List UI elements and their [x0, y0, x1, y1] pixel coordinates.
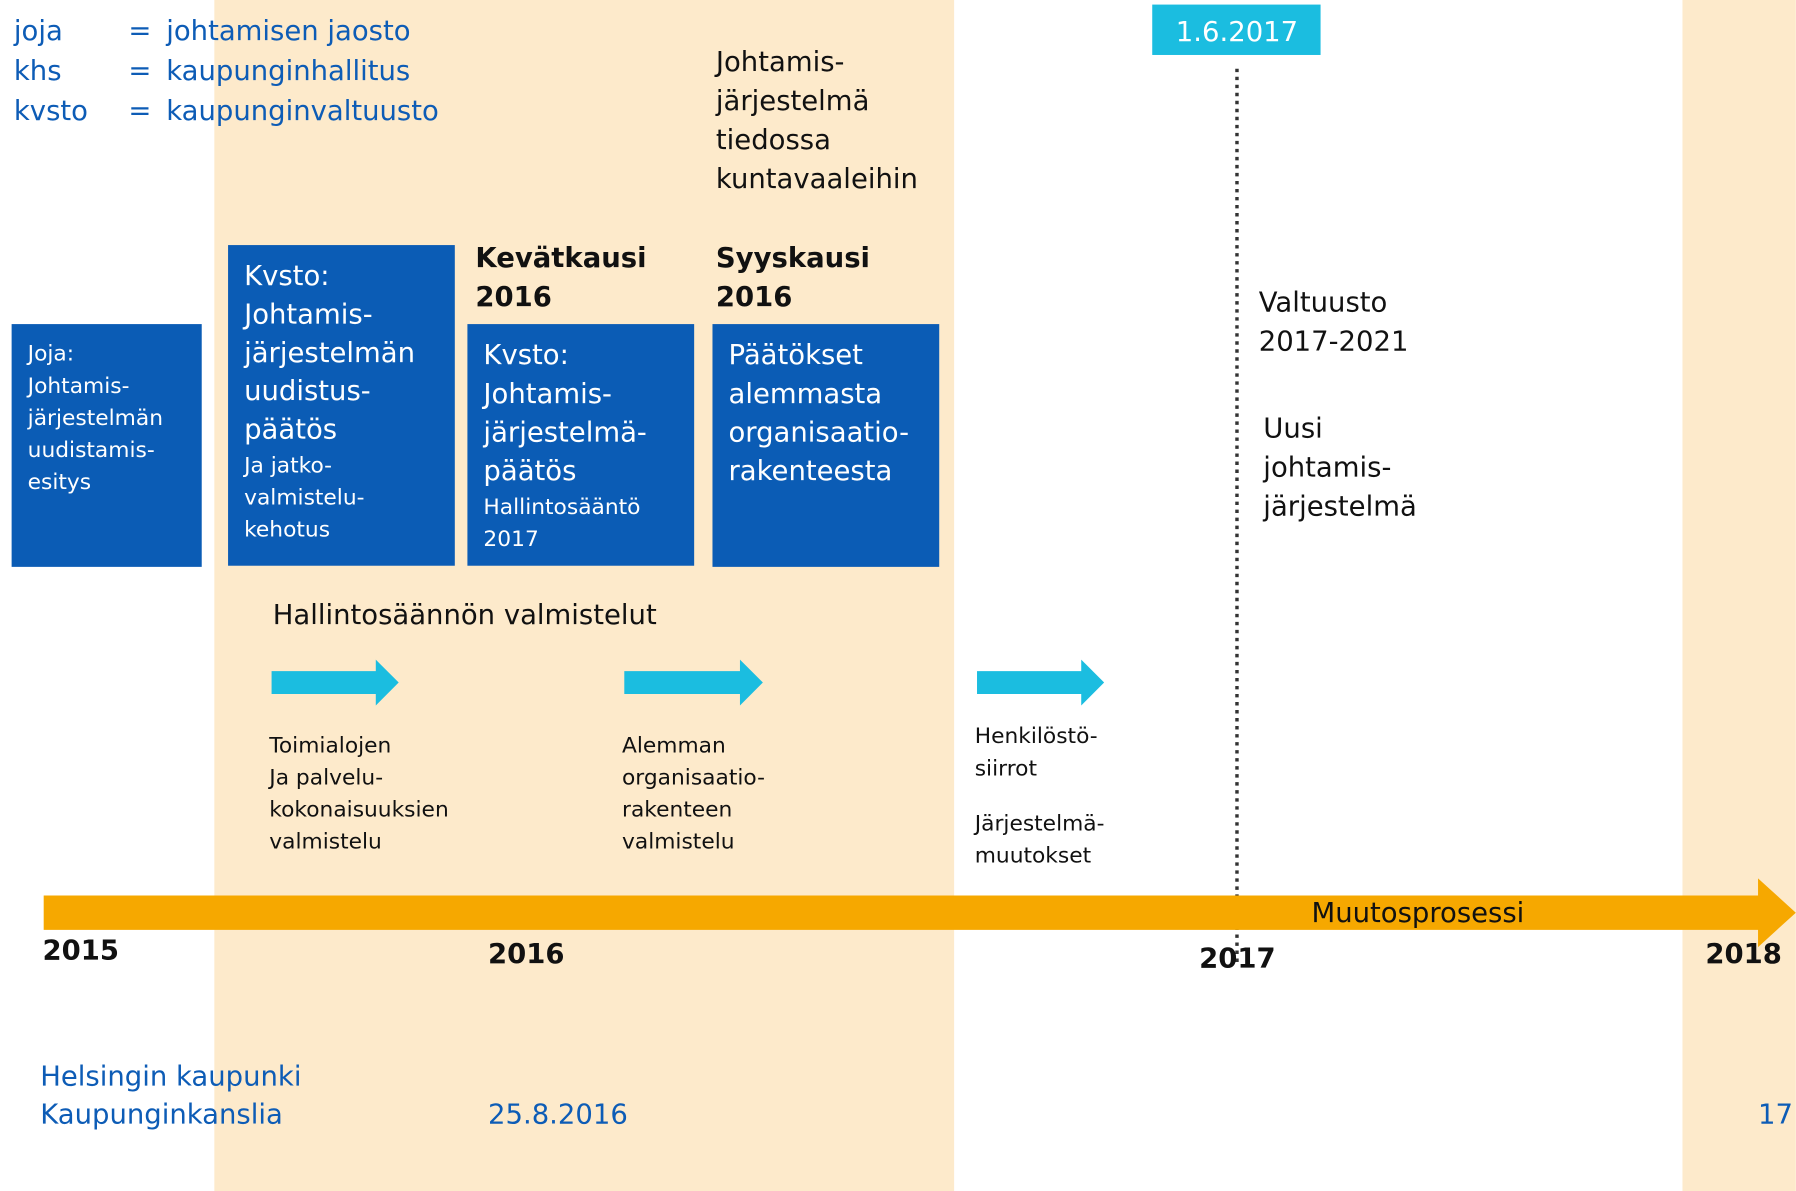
box [467, 324, 695, 566]
legend-abbr: joja [13, 15, 63, 47]
box-text: Kvsto: [483, 339, 568, 371]
legend-meaning: kaupunginhallitus [166, 55, 410, 87]
box-text: järjestelmän [27, 406, 163, 431]
box-text: esitys [28, 470, 92, 495]
date-badge [1152, 4, 1321, 55]
timeline-label: Muutosprosessi [1312, 897, 1525, 929]
step-text: organisaatio- [622, 765, 765, 790]
season-header: 2016 [716, 281, 792, 313]
legend-meaning: kaupunginvaltuusto [166, 95, 439, 127]
new-system-label: johtamis- [1262, 451, 1391, 483]
arrow [977, 659, 1105, 706]
box [228, 245, 455, 566]
legend-eq: = [128, 95, 151, 127]
box-small-text: kehotus [244, 518, 330, 543]
box-text: Kvsto: [244, 260, 329, 292]
note: Johtamis- [714, 46, 845, 78]
legend-abbr: khs [14, 55, 62, 87]
new-system-label: Uusi [1263, 412, 1322, 444]
note: tiedossa [716, 124, 831, 156]
page-number: 17 [1758, 1098, 1793, 1130]
step-text: Toimialojen [268, 733, 391, 758]
footer-date: 25.8.2016 [488, 1098, 628, 1130]
box-text: järjestelmän [243, 337, 415, 369]
step-text: valmistelu [269, 830, 382, 855]
note: järjestelmä [715, 85, 869, 117]
box-small-text: Hallintosääntö [483, 495, 640, 520]
box-text: Johtamis- [242, 299, 373, 331]
box-text: uudistus- [244, 375, 371, 407]
step-text: Henkilöstö- [975, 724, 1098, 749]
step-text: Ja palvelu- [267, 765, 383, 790]
box-text: rakenteesta [729, 455, 893, 487]
season-header: 2016 [475, 281, 551, 313]
step-text: valmistelu [622, 830, 735, 855]
timeline-arrow [43, 878, 1796, 948]
footer-org: Kaupunginkanslia [40, 1098, 283, 1130]
box-text: päätös [483, 455, 576, 487]
step-text: muutokset [975, 843, 1091, 868]
step-text: rakenteen [622, 798, 732, 823]
box-small-text: valmistelu- [244, 485, 364, 510]
step-text: kokonaisuuksien [269, 798, 448, 823]
legend-eq: = [128, 15, 151, 47]
season-header: Kevätkausi [475, 242, 646, 274]
council-label: Valtuusto [1259, 286, 1388, 318]
year-label: 2016 [488, 938, 564, 970]
date-badge-text: 1.6.2017 [1176, 16, 1298, 48]
step-text: Järjestelmä- [973, 811, 1105, 836]
box [712, 324, 940, 567]
year-label: 2017 [1199, 943, 1275, 975]
year-label: 2018 [1705, 938, 1781, 970]
box-text: organisaatio- [729, 416, 910, 448]
box-text: järjestelmä- [482, 416, 646, 448]
year-label: 2015 [43, 935, 119, 967]
season-header: Syyskausi [716, 242, 870, 274]
box-small-text: 2017 [483, 527, 538, 552]
arrow [271, 659, 399, 706]
prep-title: Hallintosäännön valmistelut [273, 599, 657, 631]
footer-org: Helsingin kaupunki [40, 1061, 301, 1093]
council-label: 2017-2021 [1259, 325, 1409, 357]
period-band [214, 0, 955, 1191]
note: kuntavaaleihin [716, 163, 918, 195]
legend-meaning: johtamisen jaosto [165, 15, 410, 47]
box-text: Päätökset [729, 339, 864, 371]
box-small-text: Ja jatko- [242, 453, 332, 478]
box-text: alemmasta [729, 378, 883, 410]
arrow [624, 659, 763, 706]
box-text: Johtamis- [481, 378, 612, 410]
box-text: Joja: [26, 342, 74, 367]
new-system-label: järjestelmä [1262, 490, 1417, 522]
legend-abbr: kvsto [14, 95, 88, 127]
box-text: Johtamis- [26, 374, 130, 399]
legend-eq: = [128, 55, 151, 87]
box [11, 324, 202, 567]
period-band [1682, 0, 1796, 1191]
box-text: uudistamis- [28, 438, 155, 463]
box-text: päätös [244, 414, 337, 446]
step-text: Alemman [622, 733, 726, 758]
step-text: siirrot [975, 756, 1037, 781]
